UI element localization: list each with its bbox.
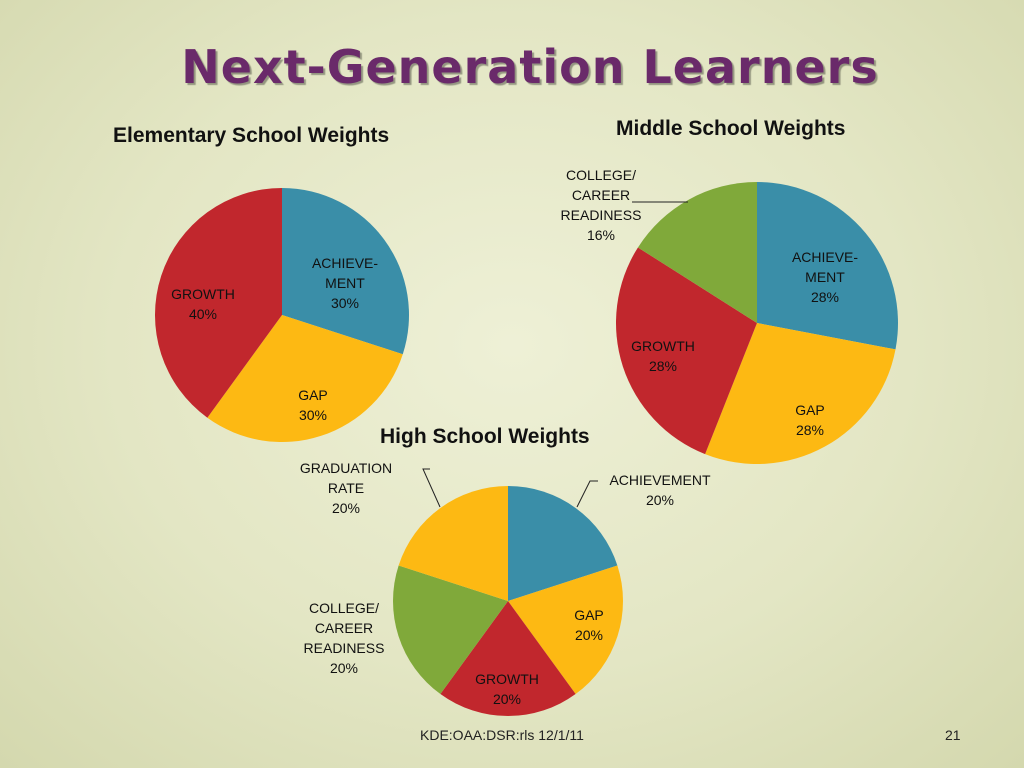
high-leader-graduation [422, 468, 441, 508]
high-slice-ccr [392, 565, 508, 695]
elementary-label-gap: GAP 30% [298, 387, 328, 423]
high-chart-title: High School Weights [380, 425, 590, 448]
high-label-gap: GAP 20% [574, 607, 604, 643]
footer-text: KDE:OAA:DSR:rls 12/1/11 [420, 727, 584, 743]
elementary-pie: ACHIEVE-MENT 30% GAP 30% GROWTH 40% [154, 188, 409, 443]
high-label-achievement: ACHIEVEMENT 20% [609, 472, 711, 508]
high-label-ccr: COLLEGE/CAREER READINESS 20% [304, 600, 385, 676]
middle-slice-gap [705, 323, 896, 465]
elementary-label-achievement: ACHIEVE-MENT 30% [312, 255, 378, 311]
middle-label-growth: GROWTH 28% [631, 338, 695, 374]
elementary-label-growth: GROWTH 40% [171, 286, 235, 322]
middle-label-gap: GAP 28% [795, 402, 825, 438]
high-slice-achievement [508, 486, 618, 601]
high-slice-growth [440, 601, 576, 717]
high-label-growth: GROWTH 20% [475, 671, 539, 707]
middle-slice-achievement [757, 182, 898, 350]
high-slice-gap [508, 565, 624, 695]
elementary-slice-gap [207, 315, 403, 443]
high-slice-graduation [398, 485, 508, 601]
middle-pie: ACHIEVE-MENT 28% GAP 28% GROWTH 28% COLLEGE/CA… [561, 167, 898, 465]
elementary-chart-title: Elementary School Weights [113, 124, 390, 147]
middle-slice-growth [615, 247, 757, 455]
elementary-slice-achievement [282, 188, 409, 355]
page-number: 21 [945, 727, 961, 743]
high-pie: ACHIEVEMENT 20% GAP 20% GROWTH 20% COLLEGE/CAR… [300, 460, 711, 717]
middle-label-ccr: COLLEGE/CAREER READINESS 16% [561, 167, 642, 243]
slide-title: Next-Generation Learners [181, 40, 879, 94]
high-leader-achievement [576, 480, 598, 508]
middle-chart-title: Middle School Weights [616, 117, 846, 140]
high-label-graduation: GRADUATION RATE 20% [300, 460, 392, 516]
middle-slice-ccr [637, 182, 757, 323]
elementary-slice-growth [154, 188, 282, 418]
middle-label-achievement: ACHIEVE-MENT 28% [792, 249, 858, 305]
